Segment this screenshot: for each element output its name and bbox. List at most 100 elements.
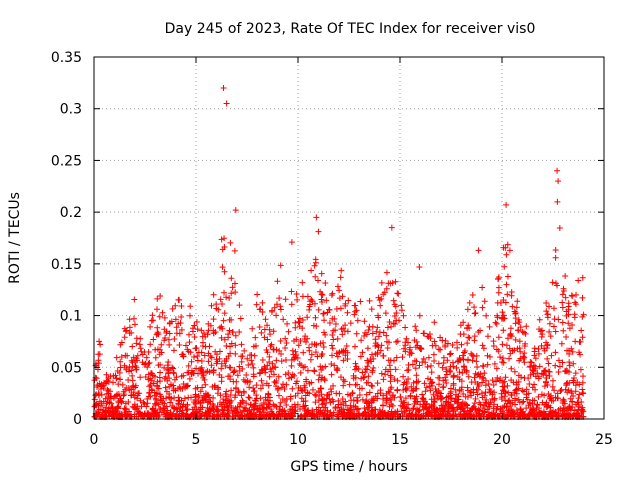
data-point bbox=[482, 389, 489, 396]
data-point bbox=[207, 353, 214, 360]
data-point bbox=[518, 374, 525, 381]
data-point bbox=[343, 343, 350, 350]
data-point bbox=[353, 307, 360, 314]
data-point bbox=[521, 412, 528, 419]
data-point bbox=[511, 368, 518, 375]
data-point bbox=[122, 400, 129, 407]
data-point bbox=[232, 289, 239, 296]
data-point bbox=[152, 354, 159, 361]
data-point bbox=[250, 371, 257, 378]
data-point bbox=[364, 406, 371, 413]
data-point bbox=[527, 371, 534, 378]
data-point bbox=[378, 279, 385, 286]
data-point bbox=[184, 405, 191, 412]
data-point bbox=[342, 322, 349, 329]
data-point bbox=[363, 366, 370, 373]
data-point bbox=[570, 377, 577, 384]
data-point bbox=[298, 412, 305, 419]
data-point bbox=[377, 302, 384, 309]
data-point bbox=[333, 366, 340, 373]
data-point bbox=[169, 305, 176, 312]
data-point bbox=[319, 401, 326, 408]
data-point bbox=[492, 413, 499, 420]
data-point bbox=[323, 297, 330, 304]
data-point bbox=[238, 358, 245, 365]
data-point bbox=[552, 328, 559, 335]
data-point bbox=[334, 283, 341, 290]
data-point bbox=[314, 353, 321, 360]
data-point bbox=[282, 371, 289, 378]
data-point bbox=[549, 377, 556, 384]
data-point bbox=[410, 387, 417, 394]
data-point bbox=[428, 396, 435, 403]
data-point bbox=[307, 301, 314, 308]
data-point bbox=[237, 408, 244, 415]
data-point bbox=[317, 385, 324, 392]
data-point bbox=[224, 397, 231, 404]
data-point bbox=[349, 390, 356, 397]
data-point bbox=[359, 349, 366, 356]
data-point bbox=[114, 368, 121, 375]
data-point bbox=[157, 292, 164, 299]
data-point bbox=[538, 342, 545, 349]
data-point bbox=[494, 314, 501, 321]
data-point bbox=[386, 389, 393, 396]
data-point bbox=[231, 247, 238, 254]
data-point bbox=[543, 300, 550, 306]
data-point bbox=[137, 397, 144, 404]
data-point bbox=[283, 402, 290, 409]
data-point bbox=[307, 356, 314, 363]
data-point bbox=[365, 379, 372, 386]
data-point bbox=[547, 333, 554, 340]
data-point bbox=[194, 357, 201, 364]
data-point bbox=[210, 366, 217, 373]
data-point bbox=[399, 403, 406, 410]
data-point bbox=[246, 384, 253, 391]
data-point bbox=[456, 376, 463, 383]
data-point bbox=[579, 373, 586, 380]
data-point bbox=[243, 372, 250, 379]
data-point bbox=[213, 360, 220, 367]
data-point bbox=[221, 404, 228, 411]
data-point bbox=[251, 352, 258, 359]
data-point bbox=[406, 344, 413, 351]
data-point bbox=[273, 301, 280, 308]
data-point bbox=[301, 413, 308, 420]
data-point bbox=[542, 367, 549, 374]
data-point bbox=[131, 296, 138, 303]
data-point bbox=[428, 379, 435, 386]
data-point bbox=[440, 383, 447, 390]
data-point bbox=[572, 382, 579, 389]
data-point bbox=[282, 344, 289, 351]
data-point bbox=[336, 349, 343, 356]
data-point bbox=[310, 322, 317, 329]
data-point bbox=[391, 301, 398, 308]
data-point bbox=[443, 368, 450, 375]
data-point bbox=[535, 345, 542, 352]
data-point bbox=[495, 348, 502, 355]
data-point bbox=[437, 393, 444, 400]
data-point bbox=[443, 380, 450, 387]
data-point bbox=[313, 214, 320, 221]
data-point bbox=[178, 302, 185, 309]
data-point bbox=[400, 373, 407, 380]
data-point bbox=[480, 405, 487, 412]
data-point bbox=[311, 300, 318, 307]
data-point bbox=[132, 382, 139, 389]
data-point bbox=[498, 394, 505, 401]
data-point bbox=[384, 338, 391, 345]
data-point bbox=[405, 401, 412, 408]
data-point bbox=[137, 335, 144, 342]
data-point bbox=[186, 331, 193, 338]
data-point bbox=[200, 397, 207, 404]
data-point bbox=[494, 276, 501, 283]
data-point bbox=[116, 376, 123, 383]
data-point bbox=[521, 375, 528, 382]
data-point bbox=[226, 316, 233, 323]
data-point bbox=[555, 357, 562, 364]
data-point bbox=[424, 375, 431, 382]
data-point bbox=[189, 406, 196, 413]
data-point bbox=[265, 390, 272, 397]
data-point bbox=[508, 391, 515, 398]
data-point bbox=[167, 399, 174, 406]
